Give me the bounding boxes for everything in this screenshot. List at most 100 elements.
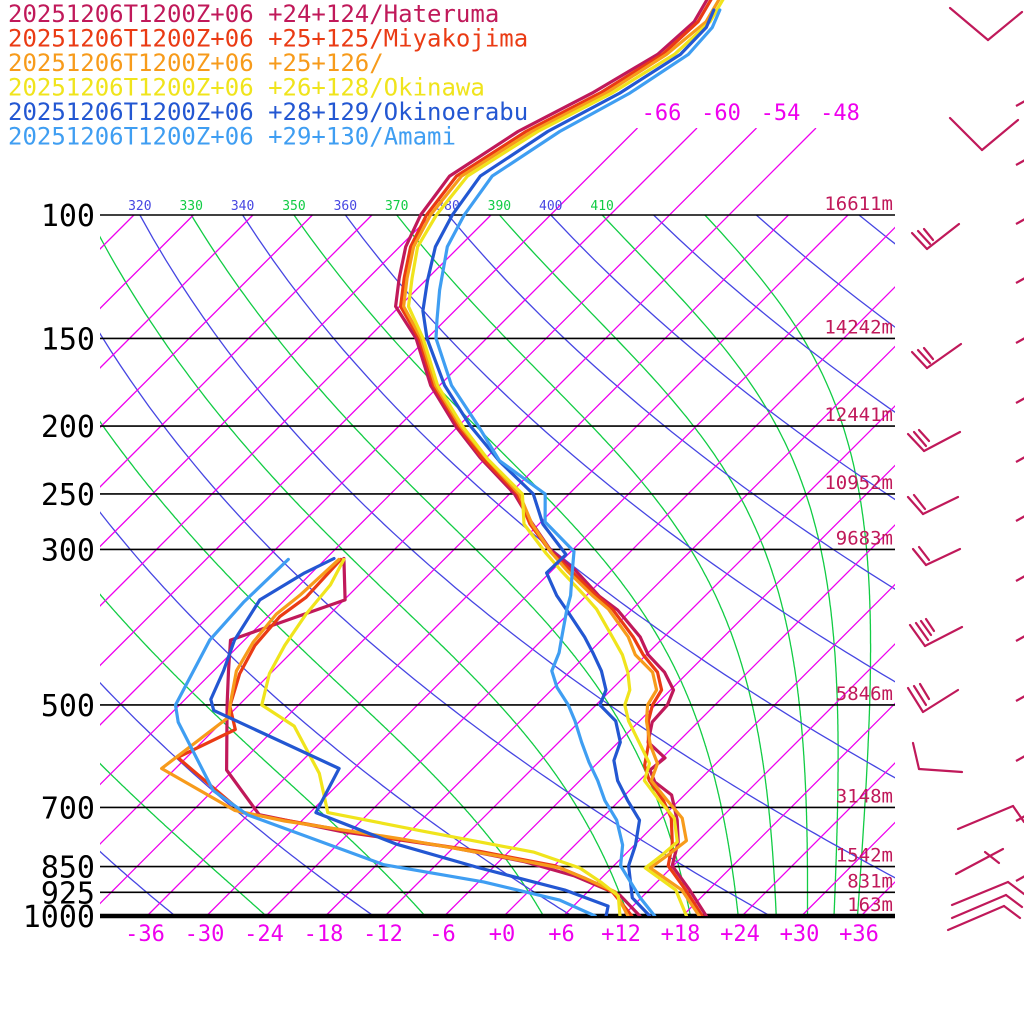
wind-barb-stroke (983, 850, 1001, 865)
adiabat-label-310: 310 (77, 199, 100, 214)
temperature-axis-labels: -36 -30 -24 -18 -12 -6 +0 +6 +12 +18 +24 +30 +36 (125, 922, 879, 947)
edge-wind-tick (1015, 397, 1024, 404)
dry-adiabat-line (100, 511, 574, 916)
wind-barb-stroke (919, 619, 933, 637)
isotherm-line (100, 128, 817, 845)
wind-barb-stroke (948, 6, 990, 42)
isotherm-line (100, 128, 698, 726)
pressure-label-150: 150 (41, 322, 95, 357)
moist-adiabat-line (100, 593, 426, 916)
edge-wind-tick (1015, 218, 1024, 225)
wind-barb-stroke (1006, 880, 1024, 896)
moist-adiabat-line (100, 762, 268, 916)
pressure-label-1000: 1000 (23, 900, 95, 935)
temp-tick-label: -24 (244, 922, 284, 947)
temp-tick-label: -18 (304, 922, 344, 947)
dewpoint-trace-okinawa (260, 557, 622, 916)
adiabat-label-340: 340 (231, 199, 254, 214)
wind-barb-stroke (954, 847, 1005, 876)
wind-barb-stroke (908, 623, 927, 648)
edge-wind-tick (1015, 277, 1024, 284)
barb-400 (908, 617, 964, 648)
isotherm-line (622, 643, 895, 916)
temperature-trace-okinoerabu (421, 8, 716, 916)
wind-barb-stroke (910, 231, 929, 251)
isotherm-line (563, 583, 895, 916)
isotherm-lines (100, 128, 895, 916)
wind-barb-stroke (986, 10, 1024, 42)
height-label-700: 3148m (836, 785, 893, 807)
edge-wind-tick (1015, 515, 1024, 522)
temp-tick-label: -6 (429, 922, 456, 947)
barb-250 (910, 222, 961, 251)
adiabat-label-360: 360 (334, 199, 357, 214)
wind-barb-stroke (956, 804, 1015, 831)
dewpoint-trace-25126 (160, 557, 630, 916)
isotherm-line (265, 286, 895, 916)
barb-600 (911, 741, 964, 774)
header-line-hateruma: 20251206T1200Z+06 +24+124/Hateruma (8, 0, 499, 28)
wind-barb-stroke (912, 493, 927, 511)
isotherm-line (100, 128, 638, 667)
adiabat-label-330: 330 (179, 199, 202, 214)
temp-tick-label: -12 (363, 922, 403, 947)
dry-adiabat-line (447, 215, 895, 590)
dewpoint-trace-amami (173, 557, 597, 916)
temperature-trace-hateruma (394, 0, 709, 916)
wind-barb-stroke (950, 893, 1008, 920)
wind-barb-stroke (924, 617, 936, 633)
wind-barb-stroke (921, 688, 960, 714)
wind-barb-stroke (918, 682, 931, 701)
wind-barb-stroke (911, 547, 928, 567)
moist-adiabat-line (293, 215, 739, 916)
pressure-label-200: 200 (41, 410, 95, 445)
moist-adiabat-line (100, 235, 629, 916)
isotherm-line (100, 214, 373, 488)
top-isotherm-label: -66 (642, 101, 682, 126)
wind-barb-stroke (948, 116, 984, 152)
pressure-label-700: 700 (41, 791, 95, 826)
wind-barb-stroke (917, 767, 964, 774)
top-isotherm-labels: -66 -60 -54 -48 (642, 101, 860, 126)
isotherm-line (146, 214, 849, 916)
dewpoint-trace-okinoerabu (209, 556, 610, 916)
adiabat-label-320: 320 (128, 199, 151, 214)
temperature-trace-amami (434, 8, 722, 916)
moist-adiabat-line (704, 215, 872, 916)
wind-barb-stroke (917, 428, 931, 443)
adiabat-value-labels: 310 320 330 340 350 360 370 380 390 400 410 (77, 199, 614, 214)
adiabat-label-370: 370 (385, 199, 408, 214)
height-label-850: 1542m (836, 845, 893, 867)
wind-barb-stroke (922, 346, 935, 361)
barb-300 (911, 545, 962, 567)
edge-wind-tick (1015, 575, 1024, 582)
isotherm-line (741, 762, 895, 916)
temp-tick-label: +24 (720, 922, 760, 947)
edge-wind-tick (1015, 755, 1024, 762)
barb-200a (906, 428, 962, 453)
barb-925 (950, 880, 1024, 920)
temp-tick-label: +6 (548, 922, 575, 947)
height-label-150: 14242m (824, 316, 893, 338)
isotherm-line (100, 214, 194, 310)
pressure-lines (100, 214, 895, 919)
wind-barb-stroke (914, 621, 930, 642)
height-label-925: 831m (847, 870, 893, 892)
wind-barbs (906, 6, 1024, 932)
moist-adiabat-lines (100, 215, 872, 916)
header-line-okinoerabu: 20251206T1200Z+06 +28+129/Okinoerabu (8, 98, 528, 126)
barb-150 (910, 342, 963, 370)
wind-barb-stroke (925, 342, 963, 370)
edge-wind-tick (1015, 100, 1024, 107)
pressure-label-300: 300 (41, 533, 95, 568)
height-label-250: 10952m (824, 472, 893, 494)
wind-barb-stroke (906, 495, 925, 516)
adiabat-label-390: 390 (488, 199, 511, 214)
wind-barb-stroke (1002, 904, 1022, 920)
isotherm-line (682, 702, 895, 916)
edge-wind-tick (1015, 695, 1024, 702)
barb-850 (954, 847, 1005, 876)
adiabat-label-410: 410 (590, 199, 613, 214)
wind-barb-stroke (906, 686, 925, 714)
dry-adiabat-line (100, 681, 375, 916)
